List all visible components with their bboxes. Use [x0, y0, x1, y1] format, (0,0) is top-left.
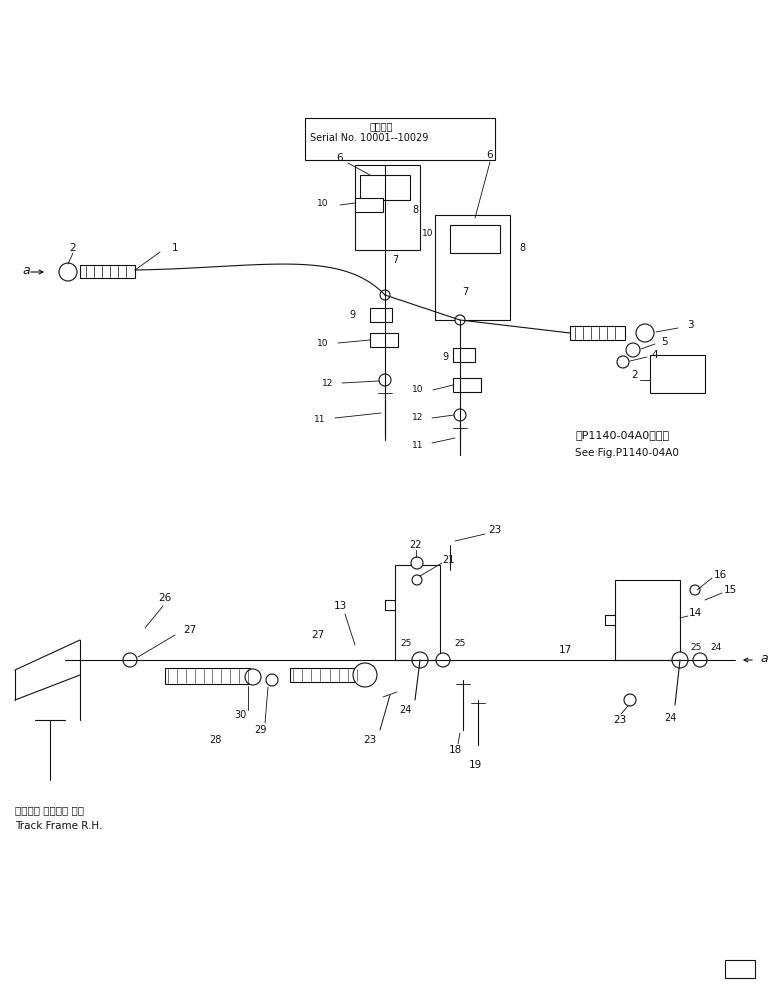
Text: 13: 13 — [333, 601, 347, 611]
Text: 8: 8 — [412, 205, 418, 215]
Circle shape — [123, 653, 137, 667]
Text: 12: 12 — [323, 378, 333, 387]
Circle shape — [353, 663, 377, 687]
Circle shape — [624, 694, 636, 706]
Bar — [453, 378, 481, 392]
Bar — [165, 668, 250, 684]
Circle shape — [454, 409, 466, 421]
Bar — [305, 118, 495, 160]
Text: 27: 27 — [311, 630, 325, 640]
Circle shape — [245, 669, 261, 685]
Circle shape — [380, 290, 390, 300]
Text: 9: 9 — [442, 352, 448, 362]
Bar — [360, 175, 410, 200]
Text: 11: 11 — [412, 441, 424, 450]
Text: 3: 3 — [687, 320, 693, 330]
Text: 25: 25 — [400, 639, 412, 648]
Circle shape — [626, 343, 640, 357]
Text: 17: 17 — [558, 645, 571, 655]
Text: 2: 2 — [70, 243, 76, 253]
Bar — [615, 580, 680, 660]
Circle shape — [617, 356, 629, 368]
Text: 6: 6 — [336, 153, 343, 163]
Circle shape — [636, 324, 654, 342]
Text: 21: 21 — [442, 555, 454, 565]
Text: 28: 28 — [209, 735, 221, 745]
Text: 5: 5 — [661, 337, 668, 347]
Text: 15: 15 — [723, 585, 737, 595]
Text: 11: 11 — [314, 415, 326, 424]
Text: 第P1140-04A0図参照: 第P1140-04A0図参照 — [575, 430, 669, 440]
Text: 2: 2 — [631, 370, 638, 380]
Bar — [80, 265, 135, 278]
Text: Serial No. 10001--10029: Serial No. 10001--10029 — [310, 133, 428, 143]
Bar — [355, 198, 383, 212]
Text: 18: 18 — [448, 745, 462, 755]
Circle shape — [266, 674, 278, 686]
Bar — [570, 326, 625, 340]
Bar — [370, 333, 398, 347]
Circle shape — [672, 652, 688, 668]
Text: 1: 1 — [172, 243, 179, 253]
Circle shape — [412, 575, 422, 585]
Text: 12: 12 — [412, 413, 424, 422]
Text: 23: 23 — [614, 715, 627, 725]
Text: トラック フレーム 右側: トラック フレーム 右側 — [15, 805, 84, 815]
Bar — [453, 348, 475, 362]
Text: 24: 24 — [664, 713, 676, 723]
Text: 26: 26 — [159, 593, 172, 603]
Text: 27: 27 — [183, 625, 196, 635]
Text: a: a — [760, 651, 768, 664]
Bar — [435, 215, 510, 320]
Text: 7: 7 — [392, 255, 398, 265]
Text: 10: 10 — [317, 199, 329, 208]
Circle shape — [379, 374, 391, 386]
Text: 6: 6 — [487, 150, 494, 160]
Text: 25: 25 — [691, 643, 701, 652]
Bar — [450, 225, 500, 253]
Bar — [650, 355, 705, 393]
Circle shape — [59, 263, 77, 281]
Text: 29: 29 — [254, 725, 266, 735]
Text: 24: 24 — [711, 643, 721, 652]
Text: 10: 10 — [317, 339, 329, 348]
Circle shape — [455, 315, 465, 325]
Text: a: a — [22, 263, 29, 276]
Text: 23: 23 — [488, 525, 501, 535]
Circle shape — [690, 585, 700, 595]
Text: 25: 25 — [454, 639, 466, 648]
Circle shape — [412, 652, 428, 668]
Text: 24: 24 — [399, 705, 411, 715]
Bar — [725, 960, 755, 978]
Circle shape — [411, 557, 423, 569]
Circle shape — [436, 653, 450, 667]
Text: 4: 4 — [651, 350, 658, 360]
Bar — [395, 565, 440, 660]
Bar — [370, 308, 392, 322]
Text: 10: 10 — [412, 385, 424, 394]
Text: 22: 22 — [410, 540, 422, 550]
Text: 適用番号: 適用番号 — [370, 121, 393, 131]
Text: See Fig.P1140-04A0: See Fig.P1140-04A0 — [575, 448, 679, 458]
Text: 9: 9 — [349, 310, 355, 320]
Circle shape — [693, 653, 707, 667]
Text: Track Frame R.H.: Track Frame R.H. — [15, 821, 102, 831]
Text: 8: 8 — [519, 243, 525, 253]
Text: 30: 30 — [234, 710, 246, 720]
Bar — [355, 165, 420, 250]
Text: 10: 10 — [422, 228, 434, 237]
Bar — [290, 668, 360, 682]
Text: 16: 16 — [713, 570, 727, 580]
Text: 14: 14 — [688, 608, 701, 618]
Text: 19: 19 — [468, 760, 481, 770]
Text: 23: 23 — [363, 735, 377, 745]
Text: 7: 7 — [462, 287, 468, 297]
